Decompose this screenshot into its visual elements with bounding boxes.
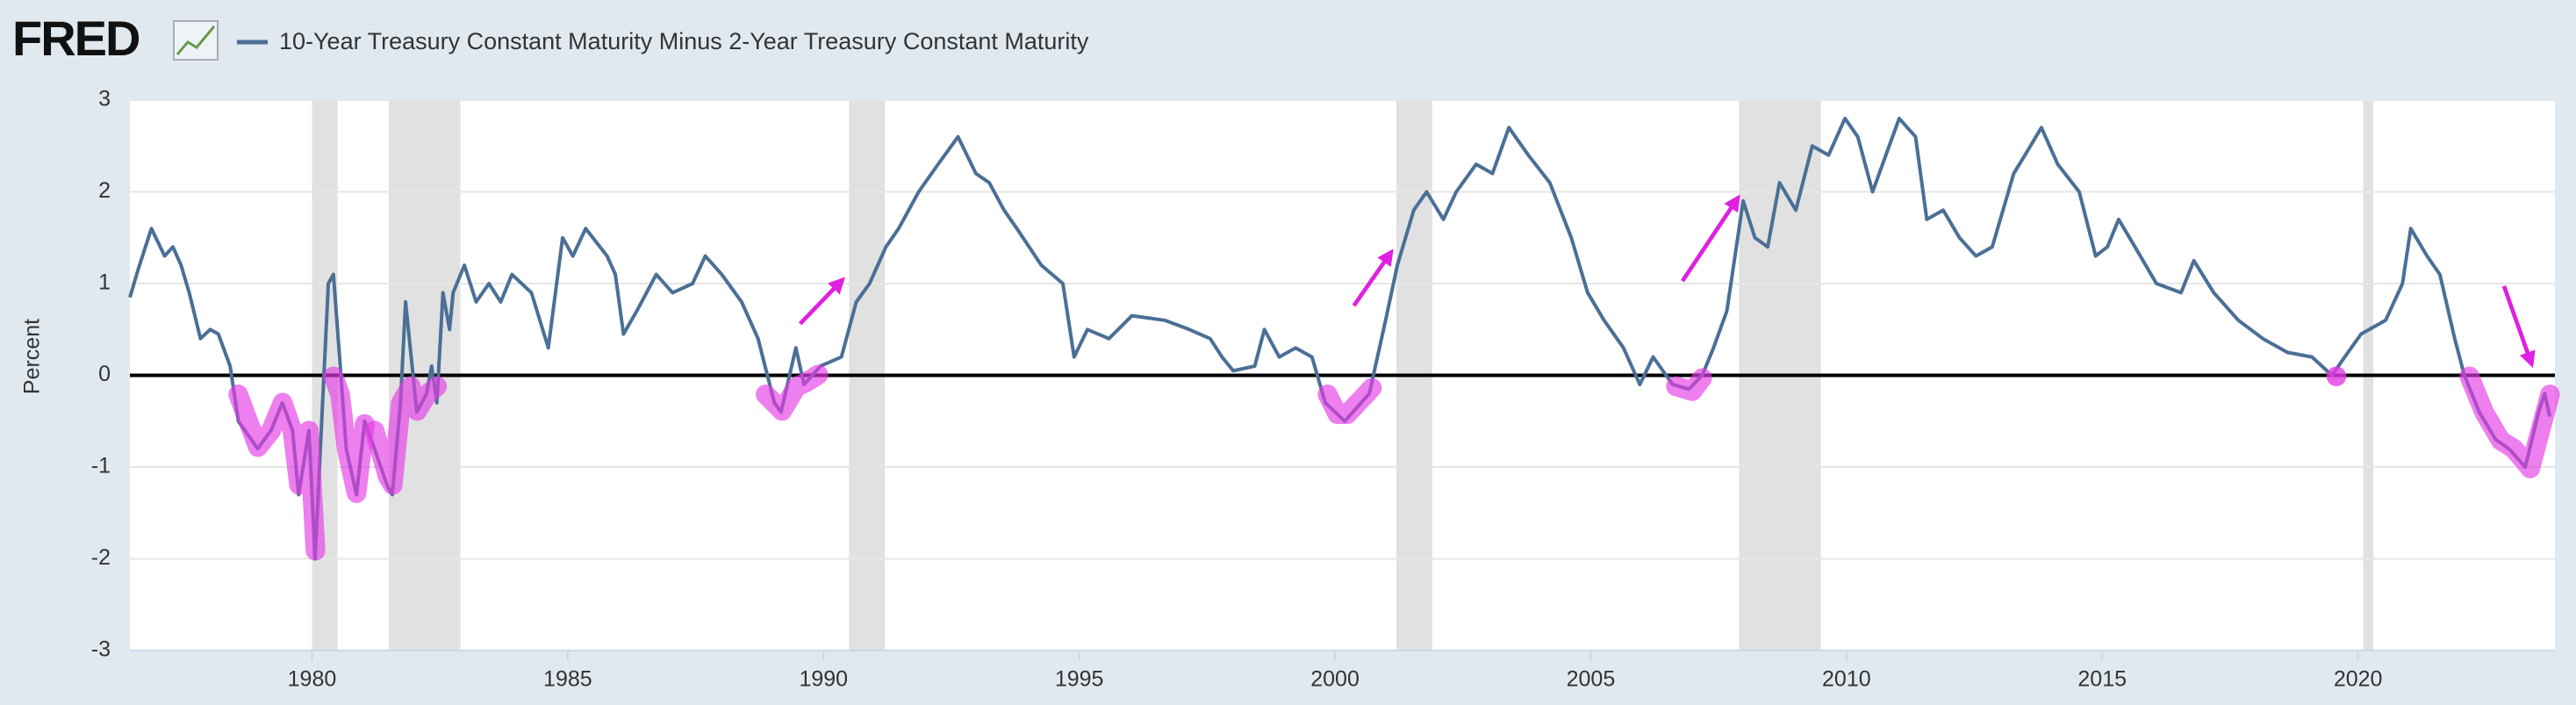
- x-tick-label: 2015: [2077, 667, 2127, 692]
- y-tick-label: 0: [98, 362, 111, 386]
- y-tick-label: 2: [98, 178, 111, 203]
- x-tick-label: 2000: [1310, 667, 1360, 692]
- x-tick-label: 1990: [799, 667, 848, 692]
- x-tick-label: 1995: [1055, 667, 1104, 692]
- legend-label: 10-Year Treasury Constant Maturity Minus…: [279, 28, 1089, 54]
- annotations: [228, 194, 2560, 561]
- x-tick-label: 2020: [2334, 667, 2383, 692]
- x-tick-label: 1980: [288, 667, 337, 692]
- logo-icon: [173, 20, 219, 61]
- y-tick-label: -1: [91, 454, 111, 478]
- x-tick-label: 2005: [1567, 667, 1616, 692]
- y-tick-label: -2: [91, 545, 111, 570]
- y-axis-label: Percent: [20, 319, 45, 394]
- x-tick-label: 1985: [543, 667, 592, 692]
- y-tick-label: 3: [98, 87, 111, 112]
- y-tick-label: -3: [91, 637, 111, 662]
- x-tick-label: 2010: [1822, 667, 1871, 692]
- logo: FRED: [12, 11, 140, 66]
- y-tick-label: 1: [98, 270, 111, 295]
